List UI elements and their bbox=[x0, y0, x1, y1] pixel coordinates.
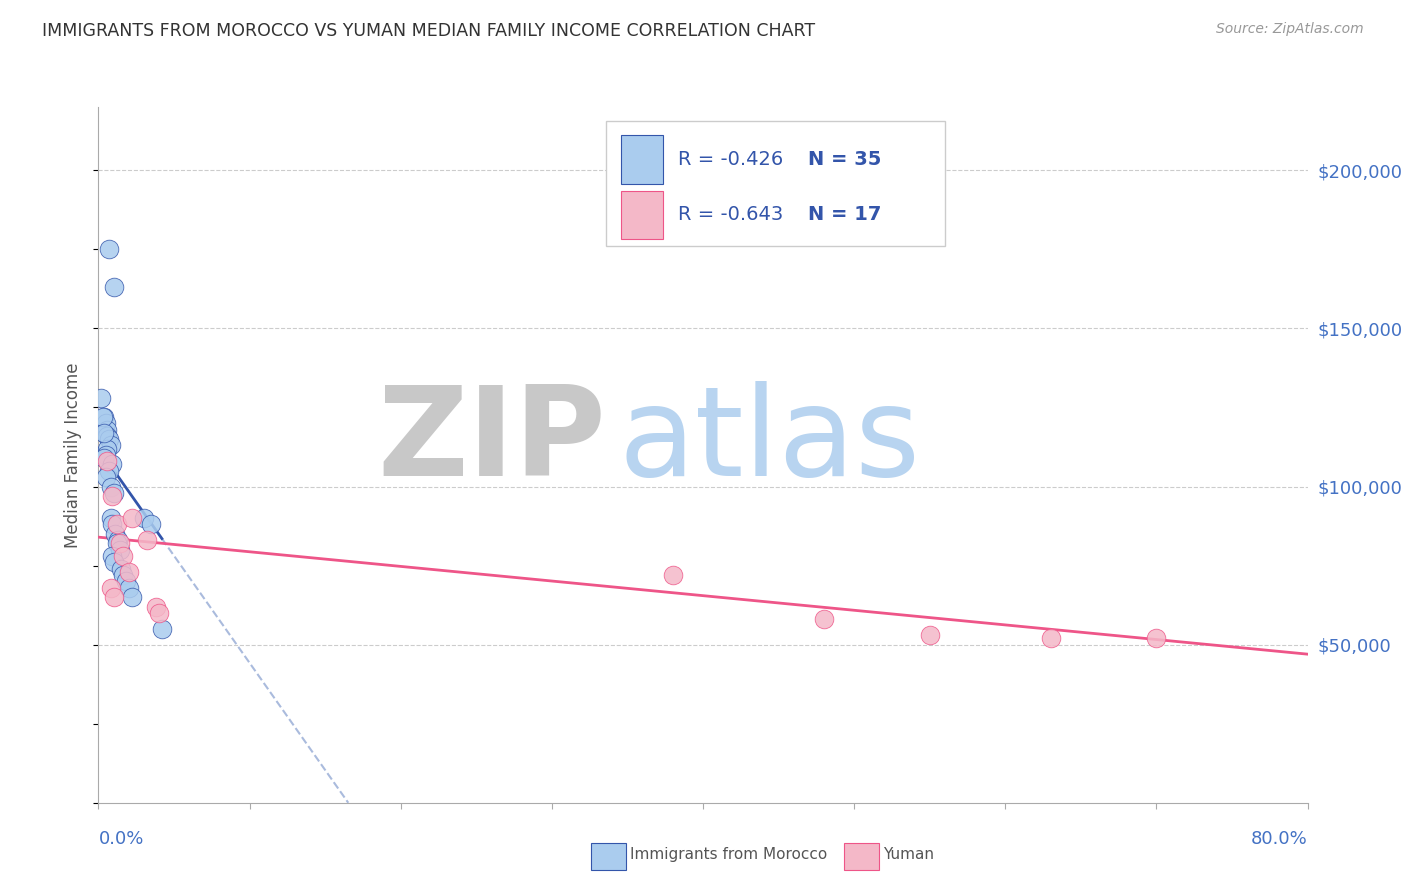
Point bbox=[101, 517, 124, 532]
Point bbox=[101, 549, 124, 563]
Point bbox=[96, 429, 118, 443]
Point bbox=[96, 423, 118, 437]
Point bbox=[105, 517, 128, 532]
Text: N = 35: N = 35 bbox=[808, 150, 882, 169]
Point bbox=[90, 391, 112, 405]
FancyBboxPatch shape bbox=[606, 121, 945, 246]
Point bbox=[100, 438, 122, 452]
Y-axis label: Median Family Income: Median Family Income bbox=[65, 362, 83, 548]
Point bbox=[103, 280, 125, 294]
Point bbox=[121, 511, 143, 525]
Point bbox=[98, 432, 121, 446]
Point bbox=[150, 622, 173, 636]
Text: atlas: atlas bbox=[619, 381, 921, 501]
Text: Immigrants from Morocco: Immigrants from Morocco bbox=[630, 847, 827, 862]
Text: Yuman: Yuman bbox=[883, 847, 934, 862]
Point bbox=[121, 591, 143, 605]
Point bbox=[93, 451, 115, 466]
Point bbox=[118, 565, 141, 579]
Text: R = -0.426: R = -0.426 bbox=[678, 150, 783, 169]
Point bbox=[96, 442, 118, 456]
Point bbox=[107, 533, 129, 548]
Point bbox=[105, 536, 128, 550]
Text: Source: ZipAtlas.com: Source: ZipAtlas.com bbox=[1216, 22, 1364, 37]
Text: N = 17: N = 17 bbox=[808, 205, 882, 225]
Point bbox=[101, 458, 124, 472]
Point bbox=[118, 581, 141, 595]
Point bbox=[918, 628, 941, 642]
Point bbox=[100, 479, 122, 493]
Point bbox=[101, 489, 124, 503]
Bar bbox=[621, 191, 664, 239]
Point bbox=[813, 612, 835, 626]
Point bbox=[108, 536, 131, 550]
Point bbox=[91, 409, 114, 424]
Point bbox=[94, 448, 117, 462]
Point bbox=[141, 517, 163, 532]
Point bbox=[662, 568, 685, 582]
Point bbox=[93, 425, 115, 440]
Point bbox=[148, 606, 170, 620]
Text: R = -0.643: R = -0.643 bbox=[678, 205, 783, 225]
Text: 0.0%: 0.0% bbox=[98, 830, 143, 847]
Point bbox=[94, 470, 117, 484]
Point bbox=[103, 556, 125, 570]
Text: 80.0%: 80.0% bbox=[1251, 830, 1308, 847]
Point bbox=[103, 591, 125, 605]
Text: IMMIGRANTS FROM MOROCCO VS YUMAN MEDIAN FAMILY INCOME CORRELATION CHART: IMMIGRANTS FROM MOROCCO VS YUMAN MEDIAN … bbox=[42, 22, 815, 40]
Point bbox=[98, 464, 121, 478]
Point bbox=[111, 549, 134, 563]
Point bbox=[1144, 632, 1167, 646]
Bar bbox=[621, 135, 664, 184]
Point bbox=[96, 454, 118, 468]
Point bbox=[104, 527, 127, 541]
Point bbox=[111, 568, 134, 582]
Point bbox=[110, 562, 132, 576]
Point bbox=[108, 542, 131, 557]
Point bbox=[100, 511, 122, 525]
Point bbox=[135, 533, 157, 548]
Point bbox=[114, 574, 136, 589]
Point bbox=[103, 486, 125, 500]
Point bbox=[93, 409, 115, 424]
Point bbox=[100, 581, 122, 595]
Point bbox=[132, 511, 155, 525]
Point bbox=[98, 243, 121, 257]
Point bbox=[94, 417, 117, 431]
Point bbox=[145, 599, 167, 614]
Text: ZIP: ZIP bbox=[378, 381, 606, 501]
Point bbox=[1039, 632, 1062, 646]
